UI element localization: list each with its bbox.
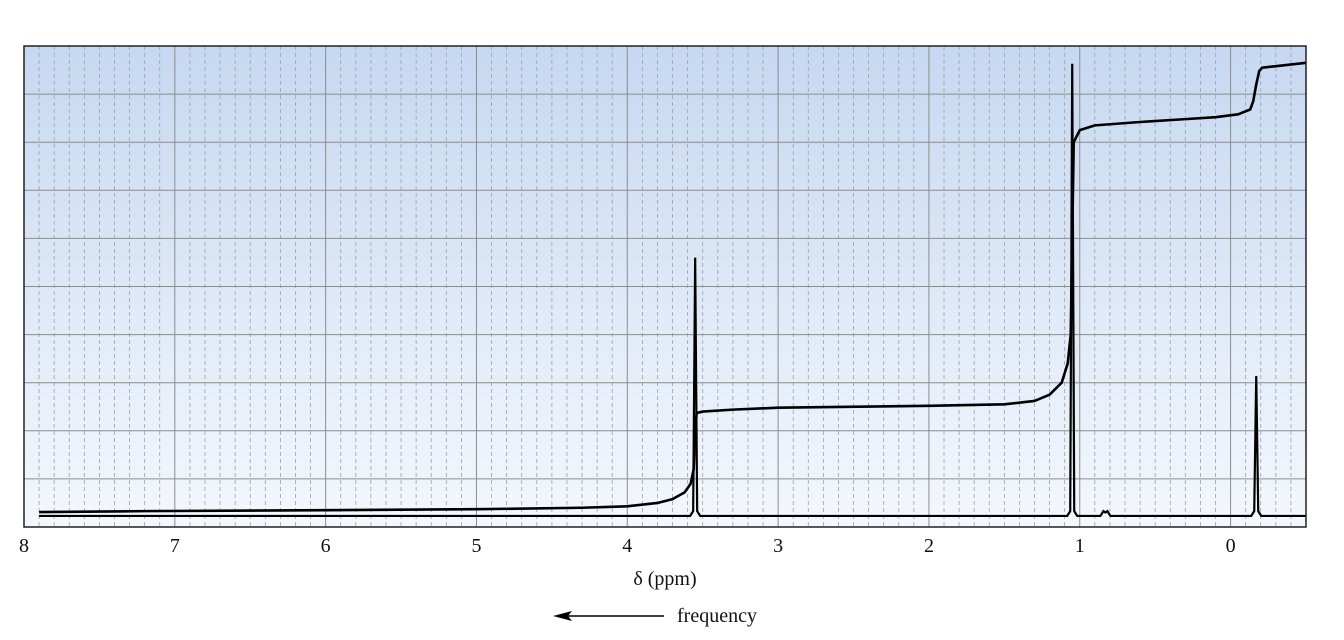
integral-line xyxy=(39,61,1307,514)
series-lines xyxy=(39,61,1307,518)
x-tick-label: 8 xyxy=(19,535,29,557)
x-tick-label: 7 xyxy=(170,535,180,557)
x-tick-label: 6 xyxy=(321,535,331,557)
frequency-annotation: frequency xyxy=(553,605,757,627)
spectrum-line xyxy=(39,63,1306,518)
x-tick-label: 5 xyxy=(471,535,481,557)
x-tick-label: 2 xyxy=(924,535,934,557)
x-tick-label: 1 xyxy=(1075,535,1085,557)
x-tick-label: 4 xyxy=(622,535,632,557)
x-tick-label: 0 xyxy=(1226,535,1236,557)
x-ticks: 8 7 6 5 4 3 2 1 0 xyxy=(19,535,1236,557)
grid xyxy=(23,46,1307,527)
plot-frame xyxy=(23,45,1307,528)
arrow-head-icon xyxy=(553,611,572,621)
x-axis-label: δ (ppm) xyxy=(633,568,696,590)
frequency-label: frequency xyxy=(677,605,757,627)
x-tick-label: 3 xyxy=(773,535,783,557)
